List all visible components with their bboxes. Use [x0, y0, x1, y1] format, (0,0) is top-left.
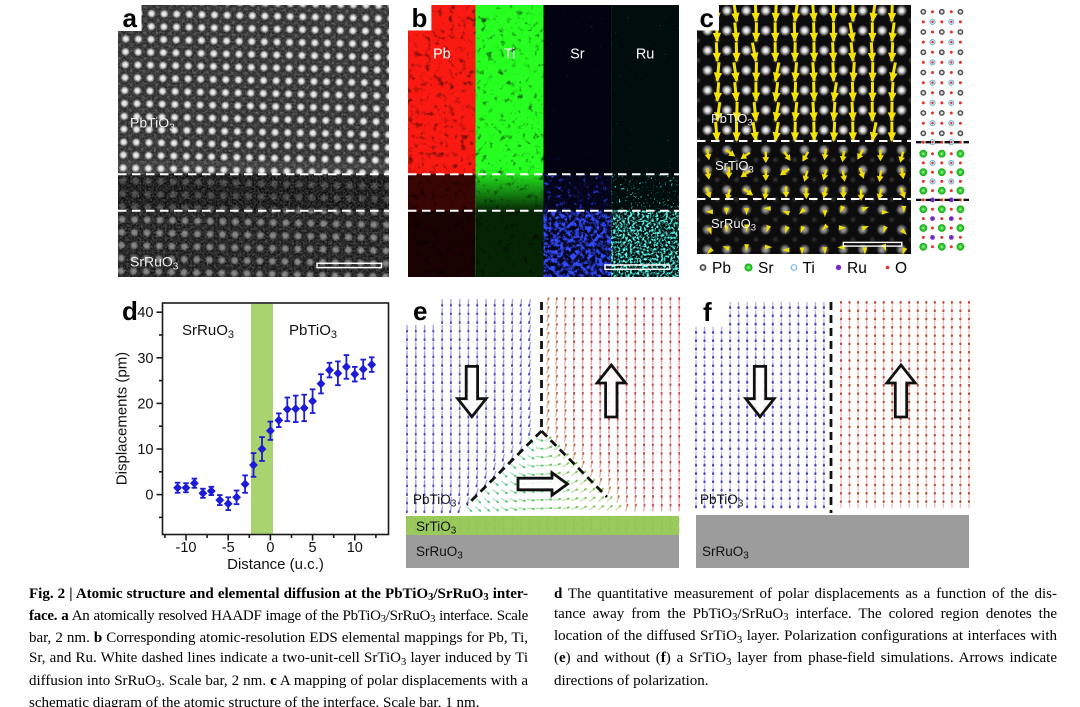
svg-text:SrTiO3: SrTiO3: [715, 158, 754, 176]
svg-text:Distance (u.c.): Distance (u.c.): [227, 556, 324, 573]
svg-text:Ru: Ru: [847, 260, 867, 277]
svg-text:SrRuO3: SrRuO3: [711, 216, 756, 234]
svg-text:Sr: Sr: [758, 260, 774, 277]
svg-text:Pb: Pb: [712, 260, 731, 277]
svg-text:PbTiO3: PbTiO3: [289, 322, 337, 341]
svg-text:Pb: Pb: [433, 47, 451, 63]
svg-text:40: 40: [137, 305, 153, 321]
svg-text:Ti: Ti: [504, 47, 516, 63]
svg-text:SrTiO3: SrTiO3: [416, 519, 457, 537]
svg-text:PbTiO3: PbTiO3: [700, 492, 744, 510]
svg-text:SrRuO3: SrRuO3: [130, 254, 179, 273]
svg-text:Ti: Ti: [803, 260, 815, 277]
svg-text:O: O: [895, 260, 907, 277]
svg-text:Ru: Ru: [636, 47, 655, 63]
svg-text:PbTiO3: PbTiO3: [413, 492, 457, 510]
svg-text:SrRuO3: SrRuO3: [702, 544, 749, 562]
svg-text:PbTiO3: PbTiO3: [711, 111, 753, 129]
svg-text:0: 0: [145, 488, 153, 504]
svg-text:Displacements (pm): Displacements (pm): [114, 352, 131, 485]
svg-text:-10: -10: [176, 540, 197, 556]
svg-text:20: 20: [137, 396, 153, 412]
svg-text:-5: -5: [222, 540, 235, 556]
svg-text:5: 5: [309, 540, 317, 556]
svg-text:SrRuO3: SrRuO3: [182, 322, 234, 341]
svg-text:30: 30: [137, 351, 153, 367]
svg-text:10: 10: [347, 540, 363, 556]
svg-text:0: 0: [266, 540, 274, 556]
svg-text:Sr: Sr: [570, 47, 585, 63]
svg-text:10: 10: [137, 442, 153, 458]
svg-text:PbTiO3: PbTiO3: [130, 115, 175, 134]
svg-text:SrRuO3: SrRuO3: [416, 544, 463, 562]
